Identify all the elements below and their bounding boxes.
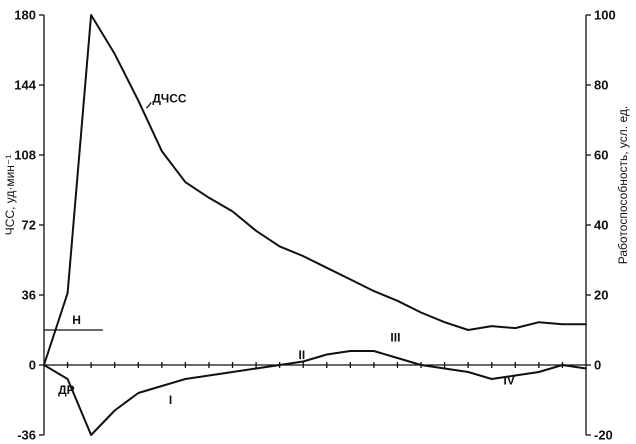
left-tick-label: 0 [29, 358, 36, 373]
tick-labels: 180 144 108 72 36 0 -36 100 80 60 40 20 0 -20 [14, 8, 615, 443]
left-tick-label: 180 [14, 8, 36, 23]
heart-rate-curve [43, 14, 587, 366]
right-tick-label: -20 [594, 428, 613, 443]
right-tick-label: 40 [594, 218, 608, 233]
left-tick-label: 72 [22, 218, 36, 233]
annotation-label: II [299, 348, 306, 362]
annotation-label: IV [504, 373, 515, 387]
performance-curve [43, 350, 587, 436]
annotation-label: Н [72, 313, 81, 327]
left-axis-title: ЧСС, уд·мин⁻¹ [3, 155, 17, 236]
right-tick-label: 100 [594, 8, 616, 23]
annotation-leader [146, 102, 152, 109]
annotation-label: ДР [58, 383, 75, 397]
annotation-label: ДЧСС [152, 92, 186, 106]
axes [43, 15, 587, 435]
right-axis-title: Работоспособность, усл. ед. [616, 106, 630, 264]
right-tick-label: 60 [594, 148, 608, 163]
tick-marks [39, 14, 591, 436]
right-tick-label: 20 [594, 288, 608, 303]
right-tick-label: 80 [594, 78, 608, 93]
annotation-label: III [390, 331, 400, 345]
right-tick-label: 0 [594, 358, 601, 373]
left-tick-label: -36 [17, 428, 36, 443]
left-tick-label: 108 [14, 148, 36, 163]
series-layer [43, 14, 587, 436]
left-tick-label: 36 [22, 288, 36, 303]
left-tick-label: 144 [14, 78, 36, 93]
annotation-label: I [169, 393, 172, 407]
